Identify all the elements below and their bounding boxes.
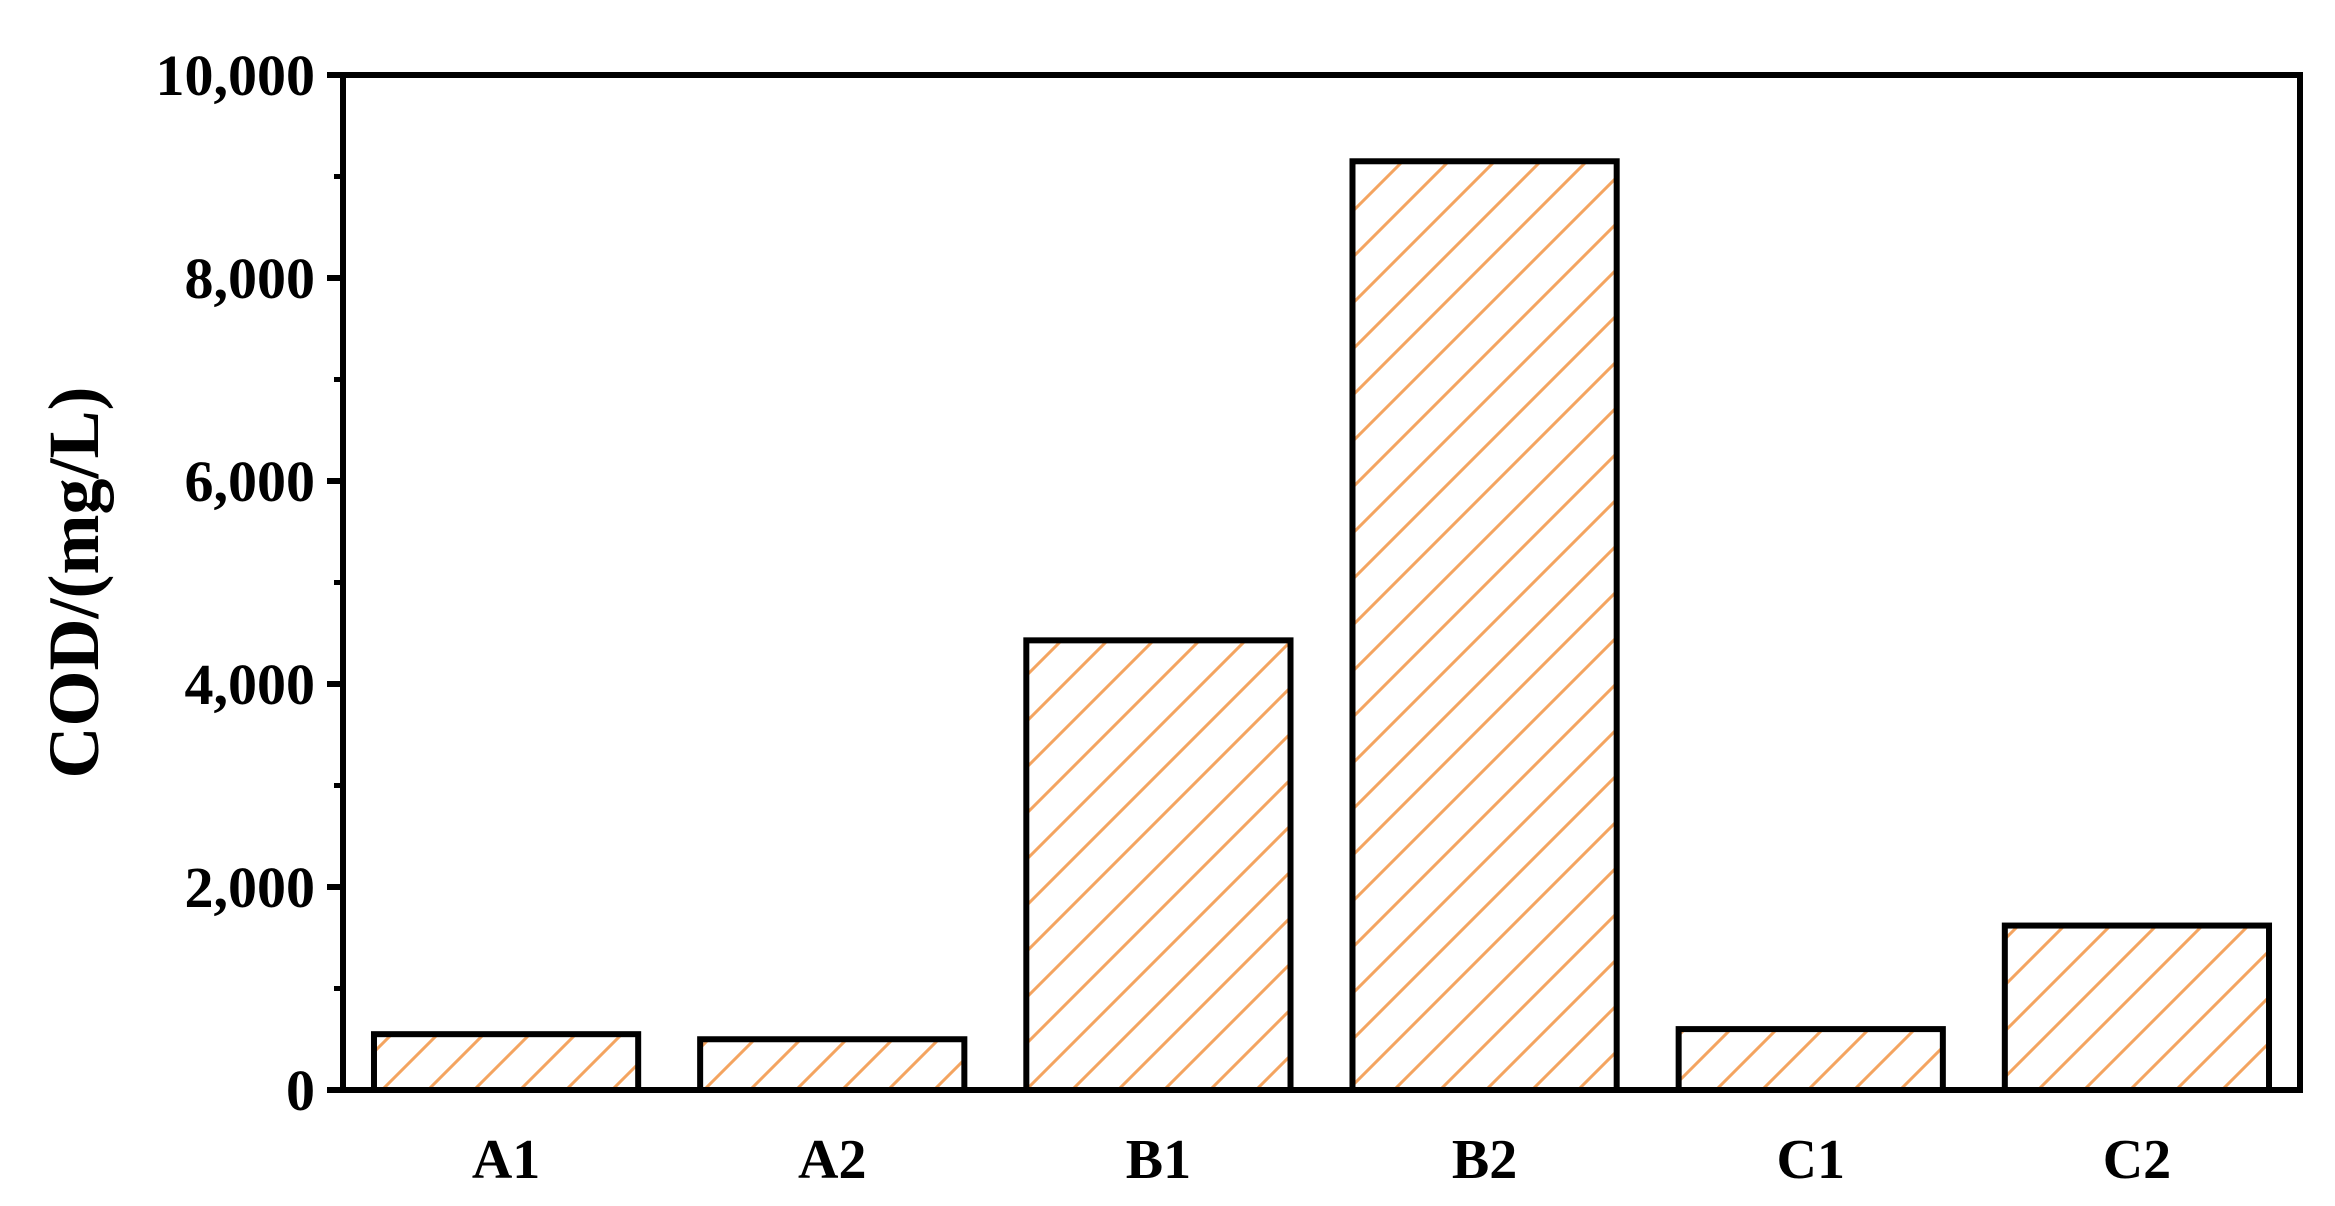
bars-layer: [370, 158, 2273, 1094]
bar-b2: [1349, 158, 1620, 1093]
y-tick-label: 10,000: [156, 43, 316, 108]
x-tick-label-c2: C2: [2103, 1129, 2171, 1191]
labels-layer: A1 A2 B1 B2 C1 C2 0 2,000 4,000 6,000 8,000 10,000 C…: [34, 43, 2171, 1191]
bar-a2: [697, 1036, 968, 1093]
y-tick-label: 8,000: [185, 246, 316, 311]
y-tick-label: 2,000: [185, 855, 316, 920]
y-tick-label: 6,000: [185, 449, 316, 514]
bar-a1: [370, 1031, 642, 1094]
axes-layer: [327, 72, 2303, 1093]
x-tick-label-a2: A2: [798, 1129, 866, 1191]
x-tick-label-b2: B2: [1452, 1129, 1517, 1191]
bar-b1: [1023, 637, 1294, 1093]
y-tick-label: 4,000: [185, 652, 316, 717]
bar-c2: [2001, 922, 2273, 1093]
x-tick-label-c1: C1: [1777, 1129, 1845, 1191]
y-tick-label: 0: [286, 1058, 315, 1123]
x-tick-label-a1: A1: [472, 1129, 540, 1191]
x-tick-label-b1: B1: [1126, 1129, 1191, 1191]
y-axis-label: COD/(mg/L): [34, 387, 114, 779]
bar-c1: [1675, 1026, 1946, 1093]
